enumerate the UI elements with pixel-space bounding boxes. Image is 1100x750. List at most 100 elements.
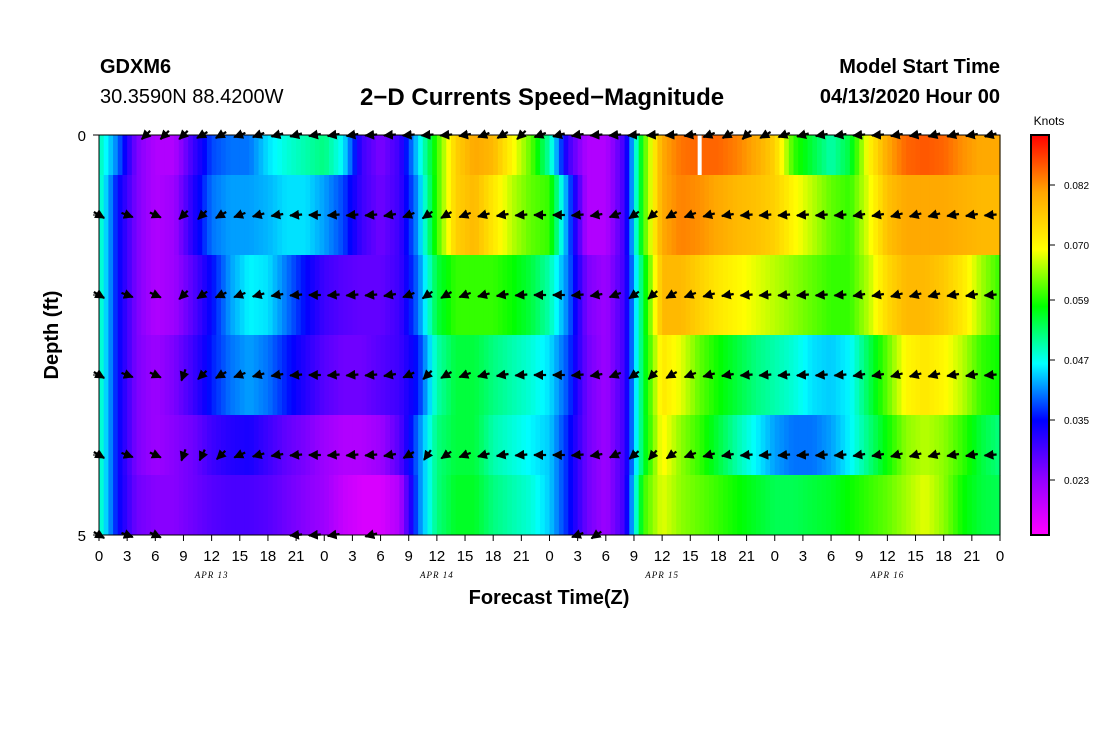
heatmap-cell <box>117 415 124 476</box>
current-arrow <box>871 209 885 220</box>
heatmap-cell <box>413 175 419 256</box>
current-arrow <box>383 289 397 300</box>
heatmap-cell <box>474 335 480 416</box>
current-arrow <box>289 369 303 380</box>
heatmap-cell <box>319 475 325 536</box>
heatmap-cell <box>483 415 490 476</box>
heatmap-cell <box>469 255 476 336</box>
heatmap-cell <box>694 475 701 536</box>
heatmap-cell <box>305 415 311 476</box>
heatmap-cell <box>582 175 588 256</box>
heatmap-cell <box>779 135 785 176</box>
y-tick-label: 5 <box>78 528 86 545</box>
heatmap-cell <box>446 135 452 176</box>
heatmap-cell <box>807 335 813 416</box>
heatmap-cell <box>934 135 940 176</box>
current-arrow <box>514 289 528 300</box>
current-arrow <box>570 209 584 220</box>
current-arrow <box>927 289 941 300</box>
current-arrow <box>665 369 678 379</box>
heatmap-cell <box>324 475 330 536</box>
current-arrow <box>795 369 809 380</box>
heatmap-cell <box>920 255 926 336</box>
heatmap-cell <box>901 135 907 176</box>
heatmap-cell <box>596 135 602 176</box>
heatmap-cell <box>751 475 757 536</box>
heatmap-cell <box>474 255 480 336</box>
heatmap-cell <box>863 335 870 416</box>
heatmap-cell <box>277 415 283 476</box>
current-arrow <box>739 369 753 380</box>
heatmap-cell <box>544 255 551 336</box>
current-arrow <box>964 289 978 300</box>
heatmap-cell <box>357 335 363 416</box>
heatmap-cell <box>507 135 513 176</box>
heatmap-cell <box>596 475 602 536</box>
current-arrow <box>402 449 415 459</box>
heatmap-cell <box>760 415 766 476</box>
heatmap-cell <box>338 135 344 176</box>
heatmap-cell <box>300 135 307 176</box>
heatmap-cell <box>540 135 546 176</box>
heatmap-cell <box>892 475 898 536</box>
station-id: GDXM6 <box>100 56 172 78</box>
heatmap-cell <box>892 415 898 476</box>
heatmap-cell <box>957 255 964 336</box>
x-tick-label: 18 <box>935 548 952 565</box>
current-arrow <box>739 289 753 300</box>
heatmap-cell <box>117 135 124 176</box>
heatmap-cell <box>953 475 959 536</box>
heatmap-cell <box>990 135 996 176</box>
heatmap-cell <box>427 415 433 476</box>
heatmap-cell <box>877 475 884 536</box>
heatmap-cell <box>694 415 701 476</box>
heatmap-cell <box>502 135 508 176</box>
heatmap-cell <box>948 135 954 176</box>
heatmap-cell <box>995 475 1001 536</box>
heatmap-cell <box>882 175 888 256</box>
heatmap-cell <box>131 135 138 176</box>
heatmap-cell <box>554 135 560 176</box>
current-arrow <box>814 449 828 460</box>
heatmap-cell <box>751 255 757 336</box>
x-tick-label: 6 <box>376 548 384 565</box>
heatmap-cell <box>385 135 391 176</box>
heatmap-cell <box>845 475 851 536</box>
x-tick-label: 3 <box>348 548 356 565</box>
heatmap-cell <box>713 475 720 536</box>
heatmap-cell <box>296 415 302 476</box>
current-arrow <box>777 369 791 380</box>
heatmap-cell <box>530 475 537 536</box>
heatmap-cell <box>507 335 513 416</box>
heatmap-cell <box>103 255 109 336</box>
colorbar-tick-label: 0.059 <box>1064 296 1089 307</box>
heatmap-cell <box>873 475 879 536</box>
heatmap-cell <box>638 335 644 416</box>
heatmap-cell <box>188 335 194 416</box>
heatmap-cell <box>530 415 537 476</box>
heatmap-cell <box>225 175 231 256</box>
heatmap-cell <box>216 415 222 476</box>
heatmap-cell <box>995 335 1001 416</box>
heatmap-cell <box>976 335 982 416</box>
current-arrow <box>908 209 922 220</box>
heatmap-cell <box>113 175 119 256</box>
heatmap-cell <box>713 415 720 476</box>
heatmap-cell <box>446 415 452 476</box>
heatmap-cell <box>615 475 621 536</box>
heatmap-cell <box>934 475 940 536</box>
heatmap-cell <box>441 135 447 176</box>
heatmap-cell <box>164 175 170 256</box>
heatmap-cell <box>605 255 612 336</box>
heatmap-cell <box>394 135 400 176</box>
x-axis: 0 3 6 9 12 15 18 21 0 3 6 9 12 15 18 21 0 3 6 9 12 15 18 21 0 3 6 9… <box>95 535 1004 580</box>
heatmap-cell <box>455 255 461 336</box>
heatmap-cell <box>178 415 185 476</box>
heatmap-cell <box>887 255 893 336</box>
heatmap-cell <box>990 475 996 536</box>
heatmap-cell <box>526 335 532 416</box>
current-arrow <box>197 209 208 220</box>
heatmap-cell <box>723 135 729 176</box>
heatmap-cell <box>235 475 241 536</box>
heatmap-cell <box>183 135 189 176</box>
